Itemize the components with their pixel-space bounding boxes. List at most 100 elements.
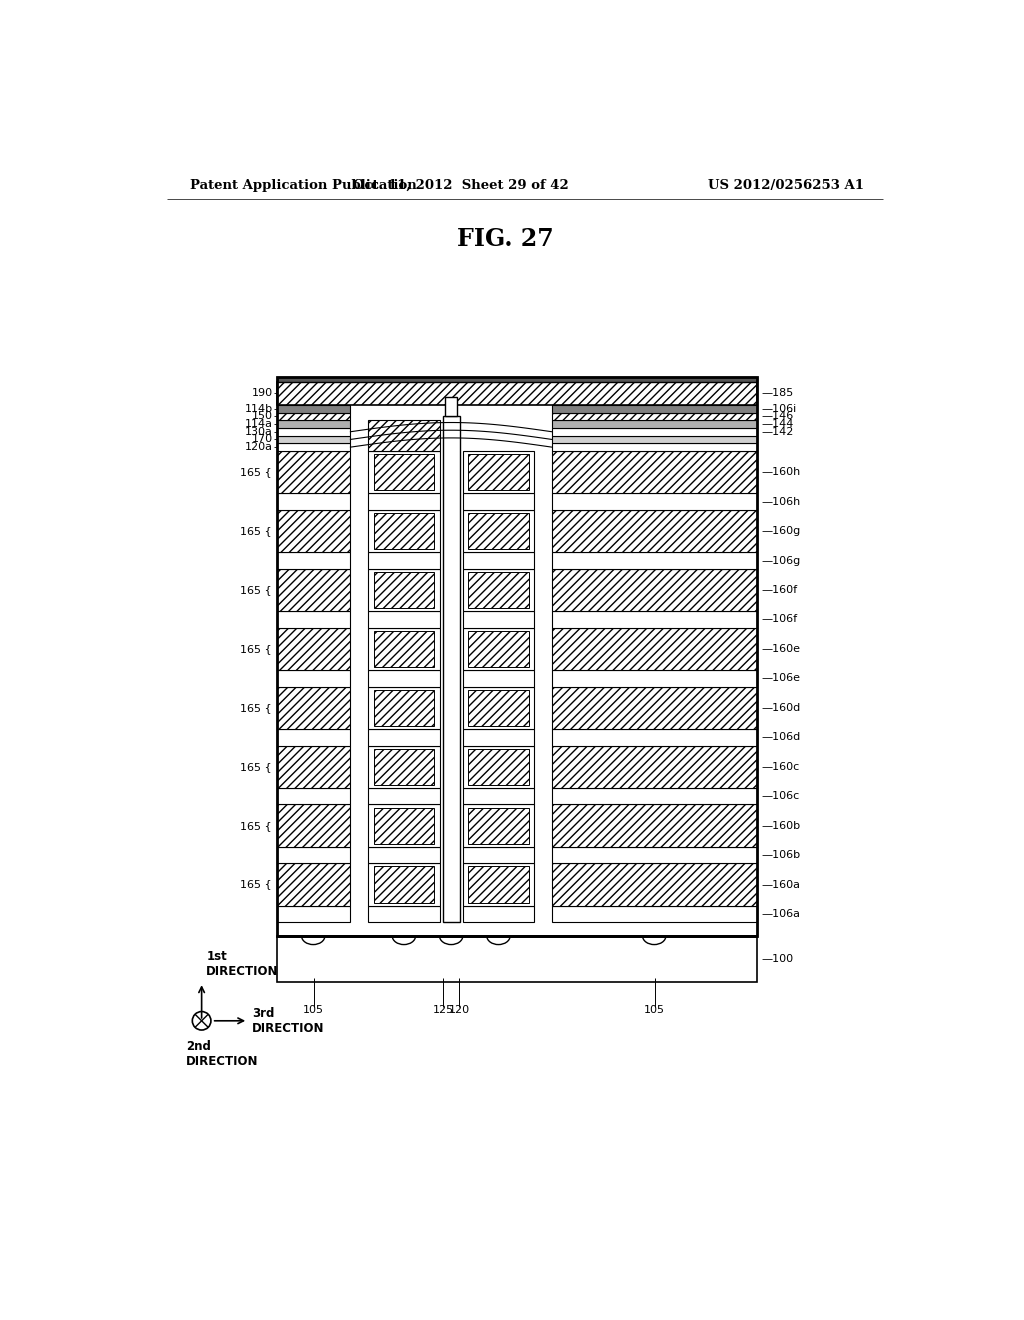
Bar (276, 378, 758, 936)
Bar (552, 552, 758, 569)
Bar (463, 788, 535, 804)
Bar (369, 569, 439, 611)
Bar (463, 611, 535, 628)
Bar (276, 671, 350, 686)
Text: —106e: —106e (761, 673, 800, 684)
Text: 150: 150 (252, 412, 273, 421)
Text: 120a: 120a (245, 442, 273, 453)
Bar (552, 847, 758, 863)
Bar (463, 569, 535, 611)
Bar (468, 572, 528, 609)
Bar (276, 804, 350, 847)
Text: —160c: —160c (761, 762, 800, 772)
Bar (552, 611, 758, 628)
Bar (276, 405, 350, 412)
Bar (552, 788, 758, 804)
Bar (463, 804, 535, 847)
Text: 114a: 114a (245, 418, 273, 429)
Bar (552, 906, 758, 923)
Bar (276, 686, 350, 729)
Bar (369, 686, 439, 729)
Text: —106d: —106d (761, 733, 801, 742)
Text: —160f: —160f (761, 585, 798, 595)
Bar (552, 405, 758, 412)
Bar (552, 436, 758, 444)
Text: FIG. 27: FIG. 27 (457, 227, 554, 251)
Text: US 2012/0256253 A1: US 2012/0256253 A1 (709, 178, 864, 191)
Bar (552, 686, 758, 729)
Bar (463, 510, 535, 552)
Bar (374, 454, 434, 490)
Bar (369, 510, 439, 552)
Bar (552, 863, 758, 906)
Bar (276, 428, 350, 436)
Bar (369, 420, 439, 451)
Text: —106i: —106i (761, 404, 797, 413)
Bar (374, 572, 434, 609)
Bar (276, 378, 758, 381)
Bar (276, 611, 350, 628)
Text: —106h: —106h (761, 496, 801, 507)
Text: 165 {: 165 { (240, 467, 271, 478)
Text: 114b: 114b (245, 404, 273, 413)
Text: —160a: —160a (761, 879, 800, 890)
Bar (276, 906, 350, 923)
Bar (374, 513, 434, 549)
Bar (463, 863, 535, 906)
Bar (276, 494, 350, 510)
Text: —106g: —106g (761, 556, 801, 565)
Bar (276, 847, 350, 863)
Bar (552, 428, 758, 436)
Bar (369, 451, 439, 494)
Bar (552, 494, 758, 510)
Bar (369, 729, 439, 746)
Bar (276, 412, 350, 420)
Bar (369, 847, 439, 863)
Bar (369, 628, 439, 671)
Bar (468, 866, 528, 903)
Text: —146: —146 (761, 412, 794, 421)
Bar (442, 416, 460, 923)
Text: 165 {: 165 { (240, 821, 271, 830)
Bar (463, 906, 535, 923)
Bar (276, 444, 350, 451)
Bar (552, 671, 758, 686)
Bar (552, 804, 758, 847)
Bar (374, 748, 434, 785)
Bar (374, 689, 434, 726)
Text: 125: 125 (433, 1006, 454, 1015)
Text: —106b: —106b (761, 850, 801, 861)
Bar (468, 631, 528, 667)
Text: —100: —100 (761, 954, 794, 964)
Bar (552, 746, 758, 788)
Bar (463, 847, 535, 863)
Bar (276, 569, 350, 611)
Bar (463, 451, 535, 494)
Bar (369, 746, 439, 788)
Text: 165 {: 165 { (240, 644, 271, 653)
Text: 2nd
DIRECTION: 2nd DIRECTION (186, 1040, 259, 1068)
Text: 130a: 130a (245, 426, 273, 437)
Text: 165 {: 165 { (240, 527, 271, 536)
Bar (369, 788, 439, 804)
Text: —144: —144 (761, 418, 794, 429)
Bar (552, 444, 758, 451)
Bar (276, 746, 350, 788)
Bar (276, 436, 350, 444)
Text: —160g: —160g (761, 527, 801, 536)
Bar (276, 420, 350, 428)
Text: —185: —185 (761, 388, 794, 399)
Text: 120: 120 (449, 1006, 469, 1015)
Bar (369, 611, 439, 628)
Bar (445, 397, 458, 416)
Bar (468, 513, 528, 549)
Bar (463, 494, 535, 510)
Text: 105: 105 (303, 1006, 325, 1015)
Text: —160b: —160b (761, 821, 801, 830)
Text: 165 {: 165 { (240, 702, 271, 713)
Bar (276, 510, 350, 552)
Bar (276, 729, 350, 746)
Bar (276, 628, 350, 671)
Bar (552, 451, 758, 494)
Bar (369, 804, 439, 847)
